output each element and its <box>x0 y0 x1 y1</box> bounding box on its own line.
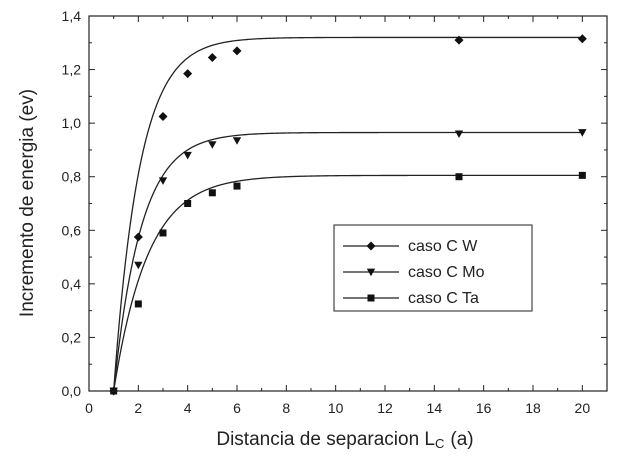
series-2-point <box>233 182 241 190</box>
x-tick-label: 10 <box>328 400 344 416</box>
legend-marker-2 <box>367 294 375 302</box>
series-1-point <box>208 141 217 149</box>
series-0-point <box>133 232 143 242</box>
x-tick-label: 14 <box>427 400 443 416</box>
x-tick-label: 8 <box>282 400 290 416</box>
series-2-point <box>159 229 167 237</box>
y-tick-label: 0,8 <box>62 169 82 185</box>
series-2-point <box>184 200 192 207</box>
series-2-point <box>578 171 586 179</box>
x-axis-title-subscript: C <box>435 436 444 451</box>
y-tick-label: 1,4 <box>62 8 82 24</box>
x-tick-label: 18 <box>525 400 541 416</box>
series-1-point <box>158 177 168 185</box>
series-0-point <box>454 35 464 45</box>
x-tick-label: 0 <box>85 400 93 416</box>
series-2-point <box>455 173 463 181</box>
y-tick-label: 0,4 <box>62 276 82 292</box>
x-tick-label: 12 <box>377 400 393 416</box>
series-line-2 <box>113 174 583 392</box>
series-1-point <box>134 261 143 270</box>
series-1-point <box>232 137 242 145</box>
x-axis-title: Distancia de separacion LC (a) <box>216 429 473 451</box>
legend-box <box>333 224 533 312</box>
series-0-point <box>232 46 242 56</box>
y-tick-label: 0,0 <box>62 383 82 399</box>
series-1-point <box>183 151 192 160</box>
series-line-1 <box>113 131 583 392</box>
legend-label-2: caso C Ta <box>408 290 479 307</box>
y-axis-title: Incremento de energia (ev) <box>17 89 38 317</box>
series-0-point <box>577 34 587 44</box>
x-tick-label: 6 <box>233 400 241 416</box>
x-tick-label: 2 <box>134 400 142 416</box>
series-1-point <box>454 130 464 139</box>
legend: caso C W caso C Mo caso C Ta <box>333 224 533 312</box>
series-line-0 <box>113 36 583 392</box>
series-2-point <box>208 189 216 197</box>
x-axis-title-unit: (a) <box>450 429 473 450</box>
markers-layer <box>109 34 587 396</box>
y-tick-label: 0,2 <box>62 329 82 345</box>
x-axis-title-main: Distancia de separacion L <box>216 429 435 450</box>
ticks-layer: 0 2 4 6 8 10 12 14 16 18 20 0,0 0,2 0,4 0,6 0,8 1,0 1,2 1,… <box>62 8 607 416</box>
series-0-point <box>158 111 168 121</box>
plot-frame <box>88 15 608 392</box>
series-0-point <box>183 69 193 79</box>
series-1-point <box>578 129 587 137</box>
legend-label-0: caso C W <box>408 238 478 255</box>
y-tick-label: 0,6 <box>62 222 82 238</box>
y-tick-label: 1,2 <box>62 62 82 78</box>
legend-entries: caso C W caso C Mo caso C Ta <box>343 238 485 307</box>
series-2-point <box>134 300 142 308</box>
y-tick-label: 1,0 <box>62 115 82 131</box>
legend-marker-0 <box>366 241 376 251</box>
x-tick-label: 16 <box>476 400 492 416</box>
x-tick-label: 4 <box>184 400 192 416</box>
series-0-point <box>207 53 217 63</box>
legend-marker-1 <box>366 268 376 277</box>
curves-layer <box>113 36 583 392</box>
x-tick-label: 20 <box>575 400 591 416</box>
legend-label-1: caso C Mo <box>408 264 485 281</box>
